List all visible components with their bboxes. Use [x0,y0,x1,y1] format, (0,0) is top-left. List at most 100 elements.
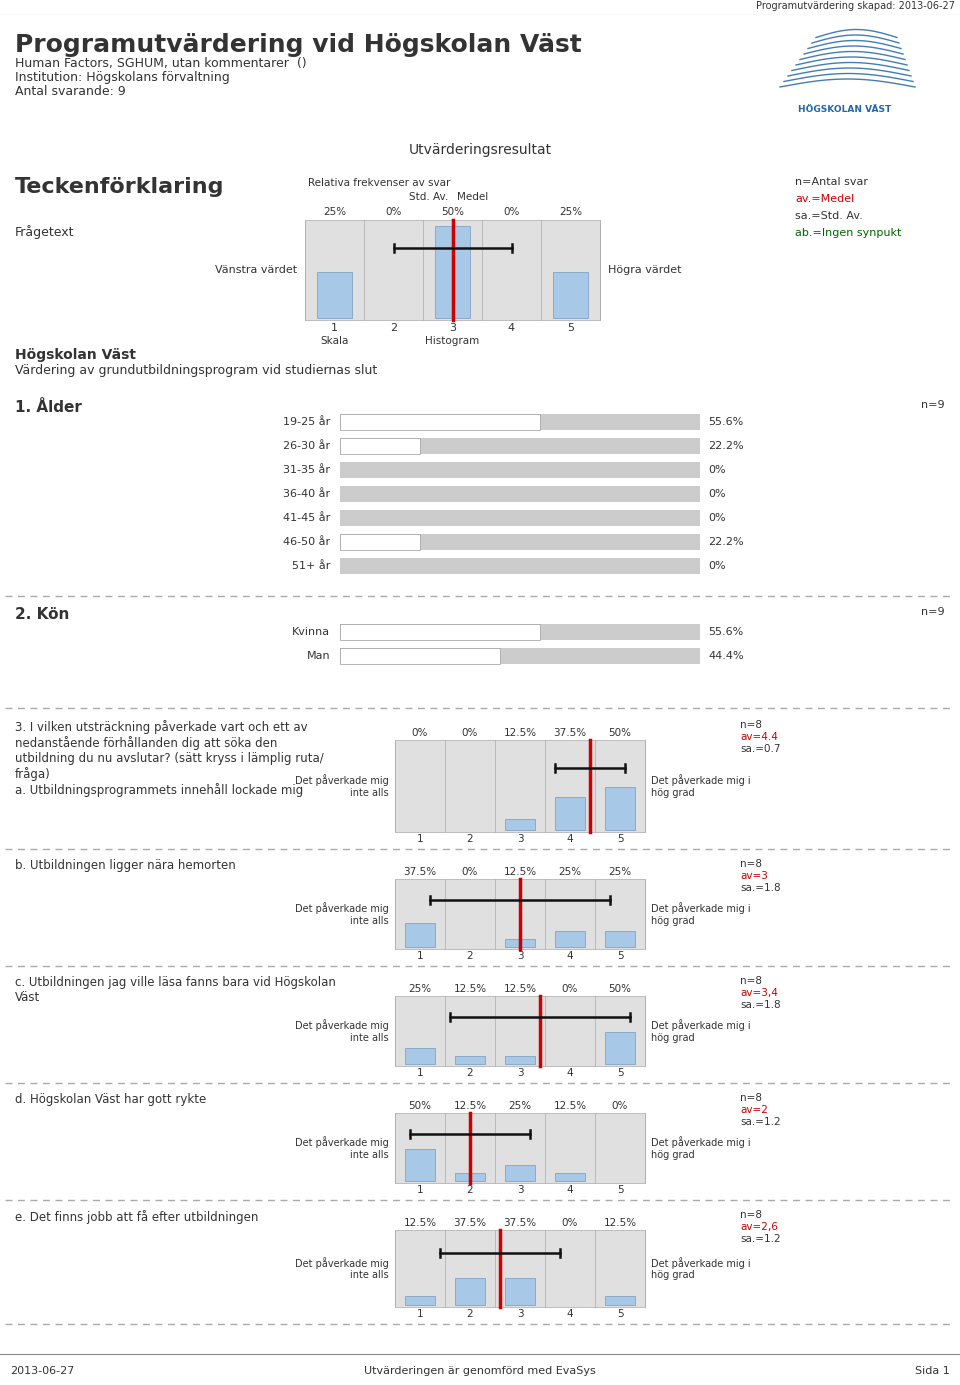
Text: 3: 3 [516,951,523,961]
Text: 1: 1 [417,1068,423,1078]
Text: 0%: 0% [708,465,726,475]
Bar [435,226,470,319]
Text: 2: 2 [467,1068,473,1078]
Text: Det påverkade mig i
hög grad: Det påverkade mig i hög grad [651,1256,751,1280]
Text: Skala: Skala [321,337,348,346]
Bar [340,625,540,640]
Text: Sida 1: Sida 1 [915,1366,950,1377]
Text: 25%: 25% [323,206,346,217]
Text: 12.5%: 12.5% [453,983,487,994]
Text: Det påverkade mig i
hög grad: Det påverkade mig i hög grad [651,774,751,798]
Text: Std. Av.: Std. Av. [409,193,448,202]
Bar [455,1173,485,1181]
Text: 25%: 25% [559,867,582,877]
Text: n=8: n=8 [740,720,762,730]
Text: sa.=Std. Av.: sa.=Std. Av. [795,211,863,222]
Text: b. Utbildningen ligger nära hemorten: b. Utbildningen ligger nära hemorten [15,859,236,873]
Bar [605,931,635,947]
Text: 2. Kön: 2. Kön [15,607,69,622]
Text: av.=Medel: av.=Medel [795,194,854,204]
Bar [505,1055,535,1064]
Text: 0%: 0% [708,561,726,571]
Bar [605,787,635,830]
Text: Högra värdet: Högra värdet [608,265,682,276]
Text: sa.=1.8: sa.=1.8 [740,884,780,893]
Text: 37.5%: 37.5% [403,867,437,877]
Text: 5: 5 [616,1186,623,1195]
Text: sa.=1.2: sa.=1.2 [740,1116,780,1127]
Text: n=8: n=8 [740,1210,762,1220]
Text: Det påverkade mig
inte alls: Det påverkade mig inte alls [296,1256,389,1280]
Text: 50%: 50% [409,1101,431,1111]
Text: Det påverkade mig
inte alls: Det påverkade mig inte alls [296,1019,389,1043]
Bar [555,798,585,830]
Text: 0%: 0% [708,489,726,499]
Text: Vänstra värdet: Vänstra värdet [215,265,297,276]
Text: sa.=1.8: sa.=1.8 [740,1000,780,1010]
Text: 55.6%: 55.6% [708,417,743,427]
Bar [505,939,535,947]
Text: 22.2%: 22.2% [708,440,744,452]
Text: 0%: 0% [385,206,401,217]
Text: 4: 4 [566,951,573,961]
Text: n=9: n=9 [922,400,945,410]
Text: 0%: 0% [562,1217,578,1228]
Text: Högskolan Väst: Högskolan Väst [15,348,136,361]
Text: n=8: n=8 [740,1093,762,1102]
Text: 2: 2 [467,1309,473,1319]
Text: 26-30 år: 26-30 år [283,440,330,452]
Text: 12.5%: 12.5% [503,983,537,994]
Text: Det påverkade mig
inte alls: Det påverkade mig inte alls [296,902,389,925]
Text: 2013-06-27: 2013-06-27 [10,1366,74,1377]
Text: 5: 5 [616,1309,623,1319]
Text: 0%: 0% [412,729,428,738]
Bar [405,922,435,947]
Bar [555,931,585,947]
Bar [340,486,700,501]
Text: 1: 1 [331,323,338,332]
Bar [505,1278,535,1305]
Text: Det påverkade mig i
hög grad: Det påverkade mig i hög grad [651,902,751,925]
Text: 51+ år: 51+ år [292,561,330,571]
Text: n=9: n=9 [922,607,945,616]
Text: Utvärderingen är genomförd med EvaSys: Utvärderingen är genomförd med EvaSys [364,1366,596,1377]
Text: 1: 1 [417,1186,423,1195]
Text: 12.5%: 12.5% [403,1217,437,1228]
Text: 36-40 år: 36-40 år [283,489,330,499]
Bar [395,1114,645,1183]
Bar [605,1032,635,1064]
Text: 0%: 0% [562,983,578,994]
Text: 1: 1 [417,1309,423,1319]
Text: Antal svarande: 9: Antal svarande: 9 [15,84,126,98]
Bar [505,1165,535,1181]
Bar [405,1047,435,1064]
Text: n=Antal svar: n=Antal svar [795,177,868,187]
Text: 1: 1 [417,834,423,843]
Text: 37.5%: 37.5% [503,1217,537,1228]
Bar [340,414,540,429]
Text: 0%: 0% [462,729,478,738]
Text: 0%: 0% [503,206,519,217]
Bar [395,740,645,832]
Text: 1. Ålder: 1. Ålder [15,400,82,416]
Bar [455,1055,485,1064]
Text: sa.=1.2: sa.=1.2 [740,1234,780,1244]
Text: 1: 1 [417,951,423,961]
Bar [555,1173,585,1181]
Text: 0%: 0% [708,512,726,524]
Text: av=3: av=3 [740,871,768,881]
Bar [340,414,700,429]
Text: Teckenförklaring: Teckenförklaring [15,177,225,197]
Text: e. Det finns jobb att få efter utbildningen: e. Det finns jobb att få efter utbildnin… [15,1210,258,1224]
Text: n=8: n=8 [740,859,762,868]
Text: Human Factors, SGHUM, utan kommentarer  (): Human Factors, SGHUM, utan kommentarer (… [15,57,306,71]
Text: Relativa frekvenser av svar: Relativa frekvenser av svar [307,179,450,188]
Text: 0%: 0% [462,867,478,877]
Text: 41-45 år: 41-45 år [283,512,330,524]
Text: 3: 3 [516,1068,523,1078]
Text: Medel: Medel [457,193,488,202]
Text: Det påverkade mig
inte alls: Det påverkade mig inte alls [296,774,389,798]
Bar [340,648,500,663]
Bar [395,1230,645,1307]
Text: 12.5%: 12.5% [503,867,537,877]
